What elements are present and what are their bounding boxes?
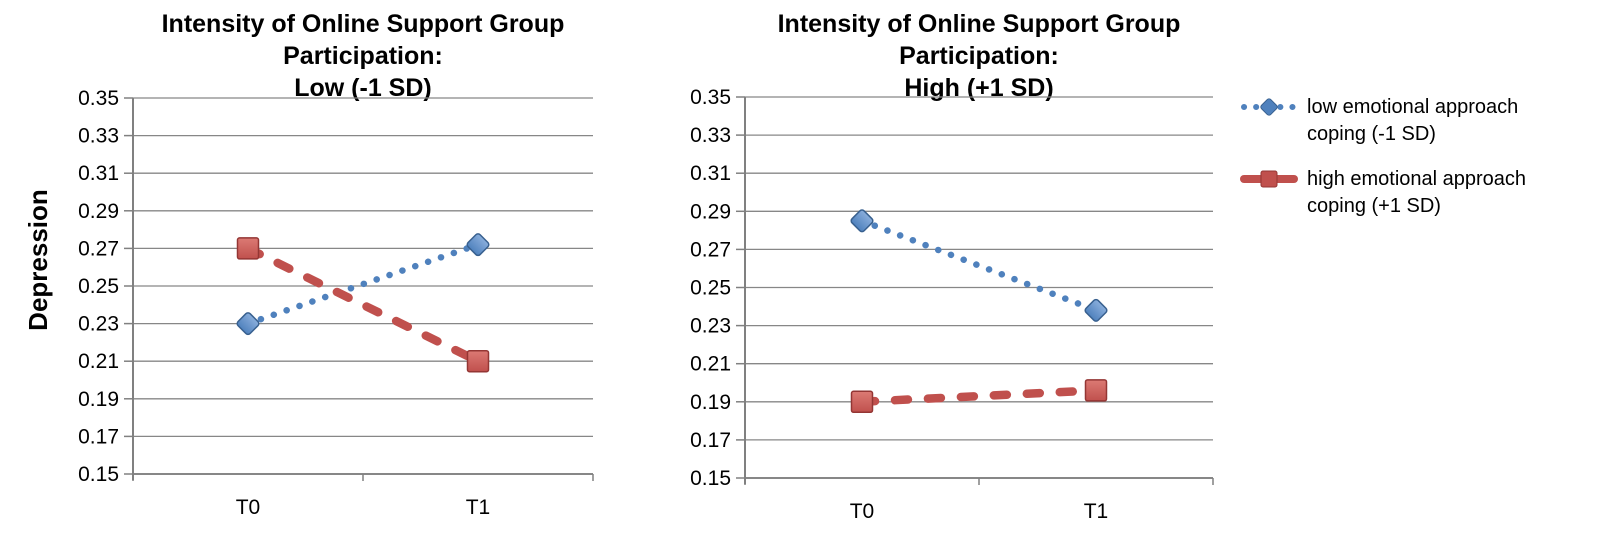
diamond-marker [236, 312, 260, 336]
square-marker [850, 390, 874, 414]
y-tick-label: 0.15 [78, 463, 119, 486]
legend: low emotional approach coping (-1 SD) hi… [1240, 94, 1543, 220]
y-tick-label: 0.31 [690, 162, 731, 185]
y-tick-label: 0.15 [690, 467, 731, 490]
y-tick-label: 0.33 [690, 124, 731, 147]
series-line-high-eac [243, 244, 483, 366]
y-tick-label: 0.17 [690, 429, 731, 452]
y-tick-label: 0.21 [690, 353, 731, 376]
series-line-low-eac [858, 217, 1100, 314]
legend-item-high-eac: high emotional approach coping (+1 SD) [1240, 166, 1543, 220]
y-tick-label: 0.27 [78, 237, 119, 260]
legend-label-high-eac: high emotional approach coping (+1 SD) [1307, 168, 1527, 217]
y-tick-label: 0.25 [78, 275, 119, 298]
y-tick-label: 0.19 [690, 391, 731, 414]
y-tick-label: 0.21 [78, 350, 119, 373]
y-tick-label: 0.17 [78, 425, 119, 448]
y-tick-label: 0.29 [78, 200, 119, 223]
right-chart-title-line1: Intensity of Online Support Group Partic… [777, 10, 1181, 70]
y-axis-title: Depression [23, 189, 53, 331]
y-tick-label: 0.29 [690, 200, 731, 223]
left-chart-title-line1: Intensity of Online Support Group Partic… [161, 10, 565, 70]
diamond-marker [1084, 298, 1108, 322]
y-tick-label: 0.35 [690, 86, 731, 109]
legend-key-dotted-diamond-icon [1241, 98, 1297, 116]
legend-label-low-eac: low emotional approach coping (-1 SD) [1307, 96, 1519, 145]
left-chart-plot: 0.35 0.33 0.31 0.29 0.27 0.25 0.23 0.21 0.19 0.17… [78, 87, 594, 519]
y-tick-label: 0.19 [78, 388, 119, 411]
square-marker [236, 237, 260, 260]
x-category-label: T1 [466, 496, 491, 519]
x-category-label: T1 [1084, 500, 1109, 523]
right-chart-title: Intensity of Online Support Group Partic… [699, 8, 1259, 104]
y-tick-label: 0.27 [690, 238, 731, 261]
series-line-high-eac [857, 386, 1101, 407]
series-line-low-eac [244, 241, 482, 327]
y-tick-label: 0.23 [690, 315, 731, 338]
y-tick-label: 0.31 [78, 162, 119, 185]
square-marker [466, 349, 490, 373]
y-tick-label: 0.25 [690, 277, 731, 300]
y-tick-label: 0.23 [78, 313, 119, 336]
right-chart-plot: 0.35 0.33 0.31 0.29 0.27 0.25 0.23 0.21 0.19 0.17… [690, 86, 1214, 523]
y-tick-label: 0.35 [78, 87, 119, 110]
square-marker [1084, 379, 1108, 402]
legend-square-marker [1260, 170, 1278, 188]
legend-diamond-marker [1260, 98, 1278, 116]
legend-item-low-eac: low emotional approach coping (-1 SD) [1240, 94, 1543, 148]
legend-key-dashed-square-icon [1240, 170, 1298, 188]
x-category-label: T0 [236, 496, 261, 519]
diamond-marker [850, 209, 874, 233]
left-chart-title: Intensity of Online Support Group Partic… [83, 8, 643, 104]
diamond-marker [466, 233, 490, 257]
left-chart-title-line2: Low (-1 SD) [294, 74, 432, 102]
y-tick-label: 0.33 [78, 125, 119, 148]
x-category-label: T0 [850, 500, 875, 523]
